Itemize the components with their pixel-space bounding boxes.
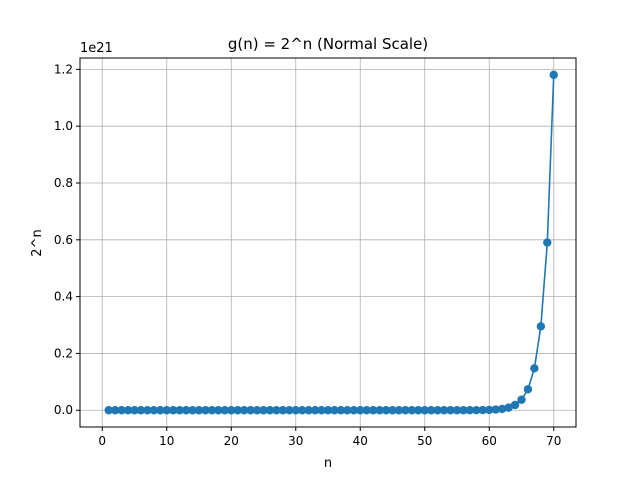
plot-frame: [79, 57, 577, 428]
data-point: [143, 406, 152, 415]
y-tick-label: 0.6: [54, 233, 73, 247]
data-point: [452, 406, 462, 415]
x-tick-label: 50: [417, 434, 432, 448]
data-point: [491, 405, 500, 414]
y-tick-label: 0.0: [54, 403, 73, 417]
data-point: [485, 405, 494, 415]
y-tick-label: 0.2: [54, 346, 73, 360]
data-point: [220, 406, 229, 415]
data-point: [523, 385, 533, 394]
data-point: [310, 406, 320, 415]
y-axis-label: 2^n: [30, 229, 45, 256]
ticks-layer: 0 10 20 30 40 50 60 70 0.0 0.2 0.4 0.6 0.8 1.0 1.2: [54, 62, 561, 448]
data-point: [375, 406, 384, 415]
data-point: [156, 406, 165, 415]
data-point: [278, 406, 288, 415]
data-point: [181, 406, 191, 415]
x-tick-label: 30: [288, 434, 303, 448]
chart-title: g(n) = 2^n (Normal Scale): [228, 35, 428, 53]
data-point: [252, 406, 262, 415]
data-point: [368, 406, 378, 415]
x-tick-label: 10: [159, 434, 174, 448]
data-point: [298, 406, 307, 415]
x-tick-label: 70: [546, 434, 561, 448]
data-point: [104, 406, 113, 415]
data-point: [169, 406, 178, 415]
data-point: [136, 406, 146, 415]
data-point: [349, 406, 358, 415]
data-point: [188, 406, 197, 415]
data-point: [162, 406, 171, 415]
y-tick-label: 1.0: [54, 119, 73, 133]
data-point: [530, 364, 539, 373]
y-tick-label: 0.4: [54, 290, 73, 304]
x-axis-label: n: [324, 456, 332, 471]
data-point: [246, 406, 255, 415]
data-point: [549, 70, 558, 80]
data-point: [381, 406, 391, 415]
data-point: [214, 406, 223, 415]
data-point: [465, 406, 475, 415]
data-point: [504, 403, 513, 412]
data-point: [543, 238, 552, 247]
x-tick-label: 20: [224, 434, 239, 448]
data-point: [259, 406, 268, 415]
data-point: [323, 406, 333, 415]
data-point: [446, 406, 455, 415]
data-point: [207, 406, 217, 415]
data-point: [510, 400, 520, 410]
data-point: [497, 404, 507, 414]
data-point: [194, 406, 204, 415]
data-point: [130, 406, 139, 415]
data-point: [110, 406, 120, 415]
x-tick-label: 60: [482, 434, 497, 448]
y-tick-label: 0.8: [54, 176, 73, 190]
data-point: [265, 406, 275, 415]
data-point: [517, 395, 526, 404]
data-point: [175, 406, 184, 415]
axes-layer: [79, 57, 577, 428]
data-point: [427, 406, 436, 415]
data-point: [439, 406, 449, 415]
data-point: [478, 405, 487, 415]
y-offset-label: 1e21: [80, 41, 113, 56]
data-point: [394, 406, 404, 415]
data-point: [420, 406, 429, 415]
data-point: [356, 406, 365, 415]
data-point: [336, 406, 346, 415]
x-tick-label: 40: [353, 434, 368, 448]
data-point: [201, 406, 210, 415]
data-point: [401, 406, 410, 415]
data-point: [317, 406, 326, 415]
data-point: [472, 405, 481, 415]
data-point: [149, 406, 159, 415]
data-point: [388, 406, 397, 415]
data-point: [123, 406, 133, 415]
data-point: [227, 406, 236, 415]
data-point: [414, 406, 423, 415]
y-tick-label: 1.2: [54, 62, 73, 76]
data-point: [239, 406, 249, 415]
data-point: [285, 406, 294, 415]
data-point: [536, 322, 546, 331]
data-point: [291, 406, 300, 415]
data-point: [459, 406, 468, 415]
data-point: [433, 406, 442, 415]
data-point: [407, 406, 417, 415]
data-point: [330, 406, 339, 415]
data-point: [304, 406, 313, 415]
data-point: [233, 406, 242, 415]
data-point: [362, 406, 371, 415]
series-layer: [104, 70, 558, 415]
data-point: [117, 406, 126, 415]
data-point: [343, 406, 352, 415]
data-point: [272, 406, 281, 415]
x-tick-label: 0: [98, 434, 106, 448]
